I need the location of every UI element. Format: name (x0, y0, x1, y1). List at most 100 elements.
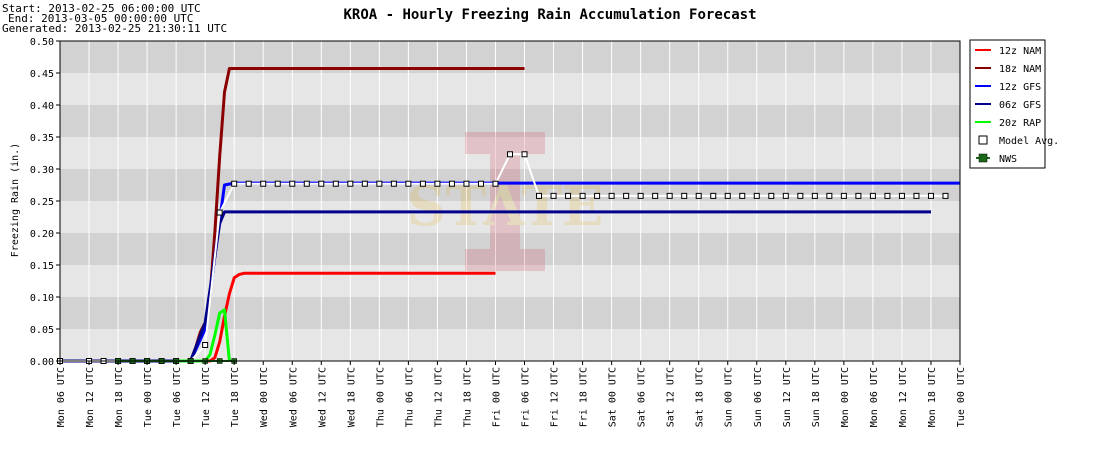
data-point (448, 180, 455, 187)
x-tick-label: Tue 06 UTC (172, 367, 183, 427)
x-tick-label: Wed 00 UTC (259, 367, 270, 427)
grid-band (60, 297, 960, 329)
x-tick-label: Mon 18 UTC (927, 367, 938, 427)
x-tick-label: Sun 18 UTC (811, 367, 822, 427)
grid-band (60, 233, 960, 265)
x-tick-label: Thu 18 UTC (462, 367, 473, 427)
y-tick-label: 0.00 (30, 357, 54, 368)
data-point (811, 192, 818, 199)
x-tick-label: Fri 00 UTC (491, 367, 502, 427)
chart-title: KROA - Hourly Freezing Rain Accumulation… (343, 7, 756, 23)
data-point (681, 192, 688, 199)
data-point (202, 342, 209, 348)
data-point (361, 180, 368, 187)
legend-swatch (978, 153, 988, 163)
data-point (840, 192, 847, 199)
data-point (216, 209, 223, 216)
data-point (521, 151, 528, 158)
x-tick-label: Mon 06 UTC (56, 367, 67, 427)
grid-band (60, 73, 960, 105)
y-axis-ticks: 0.00 0.05 0.10 0.15 0.20 0.25 0.30 0.35 0.40 0.45… (30, 37, 60, 368)
grid-band (60, 201, 960, 233)
x-tick-label: Wed 06 UTC (288, 367, 299, 427)
data-point (898, 192, 905, 199)
data-point (260, 180, 267, 187)
y-tick-label: 0.40 (30, 101, 54, 112)
data-point (637, 192, 644, 199)
data-point (303, 180, 310, 187)
data-point (927, 192, 934, 199)
data-point (666, 192, 673, 199)
data-point (434, 180, 441, 187)
data-point (419, 180, 426, 187)
x-tick-label: Tue 00 UTC (956, 367, 967, 427)
x-tick-label: Thu 06 UTC (404, 367, 415, 427)
data-point (594, 192, 601, 199)
x-axis-ticks: Mon 06 UTC Mon 12 UTC Mon 18 UTC Tue 00 UTC… (56, 361, 967, 427)
data-point (318, 180, 325, 187)
data-point (739, 192, 746, 199)
legend-label: NWS (999, 154, 1017, 165)
data-point (768, 192, 775, 199)
data-point (289, 180, 296, 187)
data-point (623, 192, 630, 199)
data-point (884, 192, 891, 199)
data-point (274, 180, 281, 187)
data-point (477, 180, 484, 187)
data-point (332, 180, 339, 187)
x-tick-label: Tue 18 UTC (230, 367, 241, 427)
data-point (347, 180, 354, 187)
data-point (608, 192, 615, 199)
grid-band (60, 105, 960, 137)
data-point (695, 192, 702, 199)
x-tick-label: Fri 06 UTC (521, 367, 532, 427)
x-tick-label: Sun 12 UTC (782, 367, 793, 427)
data-point (826, 192, 833, 199)
x-tick-label: Mon 12 UTC (85, 367, 96, 427)
data-point (405, 180, 412, 187)
data-point (536, 192, 543, 199)
data-point (652, 192, 659, 199)
data-point (463, 180, 470, 187)
data-point (231, 180, 238, 187)
header-generated: Generated: 2013-02-25 21:30:11 UTC (2, 22, 227, 35)
x-tick-label: Mon 06 UTC (869, 367, 880, 427)
data-point (492, 180, 499, 187)
data-point (390, 180, 397, 187)
y-tick-label: 0.15 (30, 261, 54, 272)
x-tick-label: Sun 06 UTC (753, 367, 764, 427)
x-tick-label: Fri 18 UTC (579, 367, 590, 427)
data-point (855, 192, 862, 199)
y-tick-label: 0.20 (30, 229, 54, 240)
x-tick-label: Wed 18 UTC (346, 367, 357, 427)
legend: 12z NAM 18z NAM 12z GFS 06z GFS 20z RAP Model… (969, 39, 1059, 169)
data-point (565, 192, 572, 199)
y-tick-label: 0.50 (30, 37, 54, 48)
data-point (376, 180, 383, 187)
data-point (942, 192, 949, 199)
y-tick-label: 0.10 (30, 293, 54, 304)
header-end: End: 2013-03-05 00:00:00 UTC (8, 12, 193, 25)
legend-label: 20z RAP (999, 118, 1041, 129)
y-tick-label: 0.05 (30, 325, 54, 336)
x-tick-label: Mon 00 UTC (840, 367, 851, 427)
x-tick-label: Sat 00 UTC (608, 367, 619, 427)
data-point (782, 192, 789, 199)
legend-swatch (978, 135, 988, 145)
series-model-avg (57, 151, 949, 364)
x-tick-label: Thu 12 UTC (433, 367, 444, 427)
data-point (507, 151, 513, 158)
y-axis-label: Freezing Rain (in.) (10, 143, 21, 257)
data-point (753, 192, 760, 199)
x-tick-label: Wed 12 UTC (317, 367, 328, 427)
legend-label: 06z GFS (999, 100, 1041, 111)
x-tick-label: Sat 12 UTC (666, 367, 677, 427)
x-tick-label: Sat 18 UTC (695, 367, 706, 427)
header-start: Start: 2013-02-25 06:00:00 UTC (2, 2, 201, 15)
data-point (550, 192, 557, 199)
vertical-gridlines (88, 41, 932, 361)
y-tick-label: 0.30 (30, 165, 54, 176)
data-point (797, 192, 804, 199)
data-point (724, 192, 731, 199)
